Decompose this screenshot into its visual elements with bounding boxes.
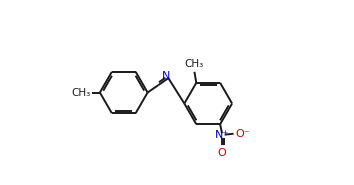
- Text: N: N: [162, 71, 170, 81]
- Text: CH₃: CH₃: [72, 88, 91, 97]
- Text: CH₃: CH₃: [185, 58, 204, 68]
- Text: N⁺: N⁺: [215, 130, 229, 140]
- Text: O: O: [218, 148, 226, 158]
- Text: O⁻: O⁻: [236, 129, 250, 139]
